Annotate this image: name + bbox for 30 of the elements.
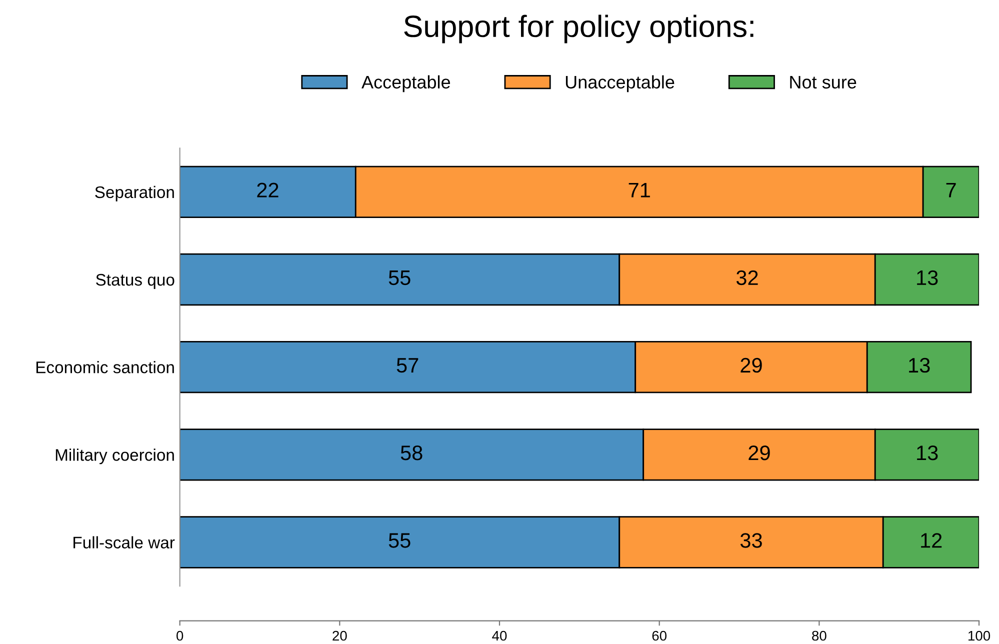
y-tick-label: Military coercion	[56, 448, 174, 464]
y-tick-label: Economic sanction	[36, 361, 174, 374]
x-tick-label: 20	[332, 630, 347, 641]
data-label: 22	[257, 182, 278, 198]
x-tick-label: 40	[492, 630, 507, 641]
x-tick-label: 0	[176, 630, 184, 641]
data-label: 55	[388, 270, 410, 286]
data-label: 13	[917, 446, 938, 460]
x-tick-label: 60	[652, 630, 667, 641]
data-label: 57	[396, 358, 418, 373]
legend-label: Not sure	[790, 76, 856, 89]
data-label: 13	[917, 270, 938, 286]
data-label: 12	[921, 533, 942, 548]
x-tick-label: 100	[968, 630, 990, 641]
data-label: 7	[946, 182, 956, 198]
chart-title: Support for policy options:	[404, 14, 754, 44]
data-label: 13	[909, 358, 930, 373]
data-label: 55	[388, 533, 410, 548]
x-tick-label: 80	[812, 630, 826, 641]
legend-label: Acceptable	[362, 75, 450, 92]
data-label: 32	[736, 270, 758, 286]
data-label: 33	[740, 533, 762, 548]
y-tick-label: Separation	[95, 186, 174, 202]
data-label: 58	[400, 446, 422, 460]
y-tick-label: Full-scale war	[74, 536, 175, 548]
data-label: 71	[628, 182, 650, 198]
y-tick-label: Status quo	[96, 274, 174, 289]
legend-label: Unacceptable	[566, 75, 674, 92]
data-label: 29	[740, 358, 762, 373]
data-label: 29	[748, 446, 770, 460]
